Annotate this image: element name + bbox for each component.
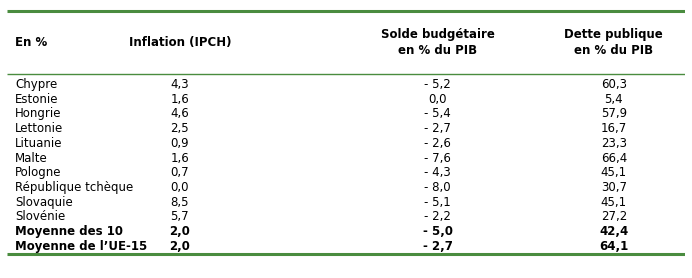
Text: - 4,3: - 4,3 <box>424 166 451 179</box>
Text: Hongrie: Hongrie <box>15 107 62 120</box>
Text: Estonie: Estonie <box>15 93 59 106</box>
Text: 42,4: 42,4 <box>599 225 628 238</box>
Text: 57,9: 57,9 <box>601 107 627 120</box>
Text: 30,7: 30,7 <box>601 181 627 194</box>
Text: Lituanie: Lituanie <box>15 137 62 150</box>
Text: - 5,1: - 5,1 <box>424 196 451 209</box>
Text: 4,3: 4,3 <box>170 78 189 91</box>
Text: - 2,2: - 2,2 <box>424 210 451 224</box>
Text: 0,7: 0,7 <box>170 166 189 179</box>
Text: 2,5: 2,5 <box>170 122 189 135</box>
Text: - 2,7: - 2,7 <box>424 122 451 135</box>
Text: Slovénie: Slovénie <box>15 210 65 224</box>
Text: Slovaquie: Slovaquie <box>15 196 73 209</box>
Text: République tchèque: République tchèque <box>15 181 134 194</box>
Text: 0,0: 0,0 <box>171 181 189 194</box>
Text: Pologne: Pologne <box>15 166 62 179</box>
Text: - 5,0: - 5,0 <box>423 225 453 238</box>
Text: Inflation (IPCH): Inflation (IPCH) <box>129 36 231 49</box>
Text: Chypre: Chypre <box>15 78 57 91</box>
Text: 0,9: 0,9 <box>170 137 189 150</box>
Text: 2,0: 2,0 <box>170 240 190 253</box>
Text: 4,6: 4,6 <box>170 107 189 120</box>
Text: 45,1: 45,1 <box>601 166 627 179</box>
Text: 23,3: 23,3 <box>601 137 627 150</box>
Text: 27,2: 27,2 <box>601 210 627 224</box>
Text: - 8,0: - 8,0 <box>424 181 451 194</box>
Text: 5,4: 5,4 <box>605 93 623 106</box>
Text: Lettonie: Lettonie <box>15 122 63 135</box>
Text: Dette publique
en % du PIB: Dette publique en % du PIB <box>565 28 663 57</box>
Text: - 7,6: - 7,6 <box>424 152 451 165</box>
Text: - 2,6: - 2,6 <box>424 137 451 150</box>
Text: Malte: Malte <box>15 152 48 165</box>
Text: 8,5: 8,5 <box>171 196 189 209</box>
Text: 1,6: 1,6 <box>170 152 189 165</box>
Text: - 2,7: - 2,7 <box>423 240 453 253</box>
Text: 66,4: 66,4 <box>601 152 627 165</box>
Text: 5,7: 5,7 <box>170 210 189 224</box>
Text: 0,0: 0,0 <box>428 93 447 106</box>
Text: 2,0: 2,0 <box>170 225 190 238</box>
Text: Moyenne de l’UE-15: Moyenne de l’UE-15 <box>15 240 147 253</box>
Text: - 5,2: - 5,2 <box>424 78 451 91</box>
Text: 45,1: 45,1 <box>601 196 627 209</box>
Text: - 5,4: - 5,4 <box>424 107 451 120</box>
Text: 60,3: 60,3 <box>601 78 627 91</box>
Text: En %: En % <box>15 36 47 49</box>
Text: 16,7: 16,7 <box>601 122 627 135</box>
Text: Solde budgétaire
en % du PIB: Solde budgétaire en % du PIB <box>381 28 495 57</box>
Text: 1,6: 1,6 <box>170 93 189 106</box>
Text: Moyenne des 10: Moyenne des 10 <box>15 225 123 238</box>
Text: 64,1: 64,1 <box>599 240 628 253</box>
